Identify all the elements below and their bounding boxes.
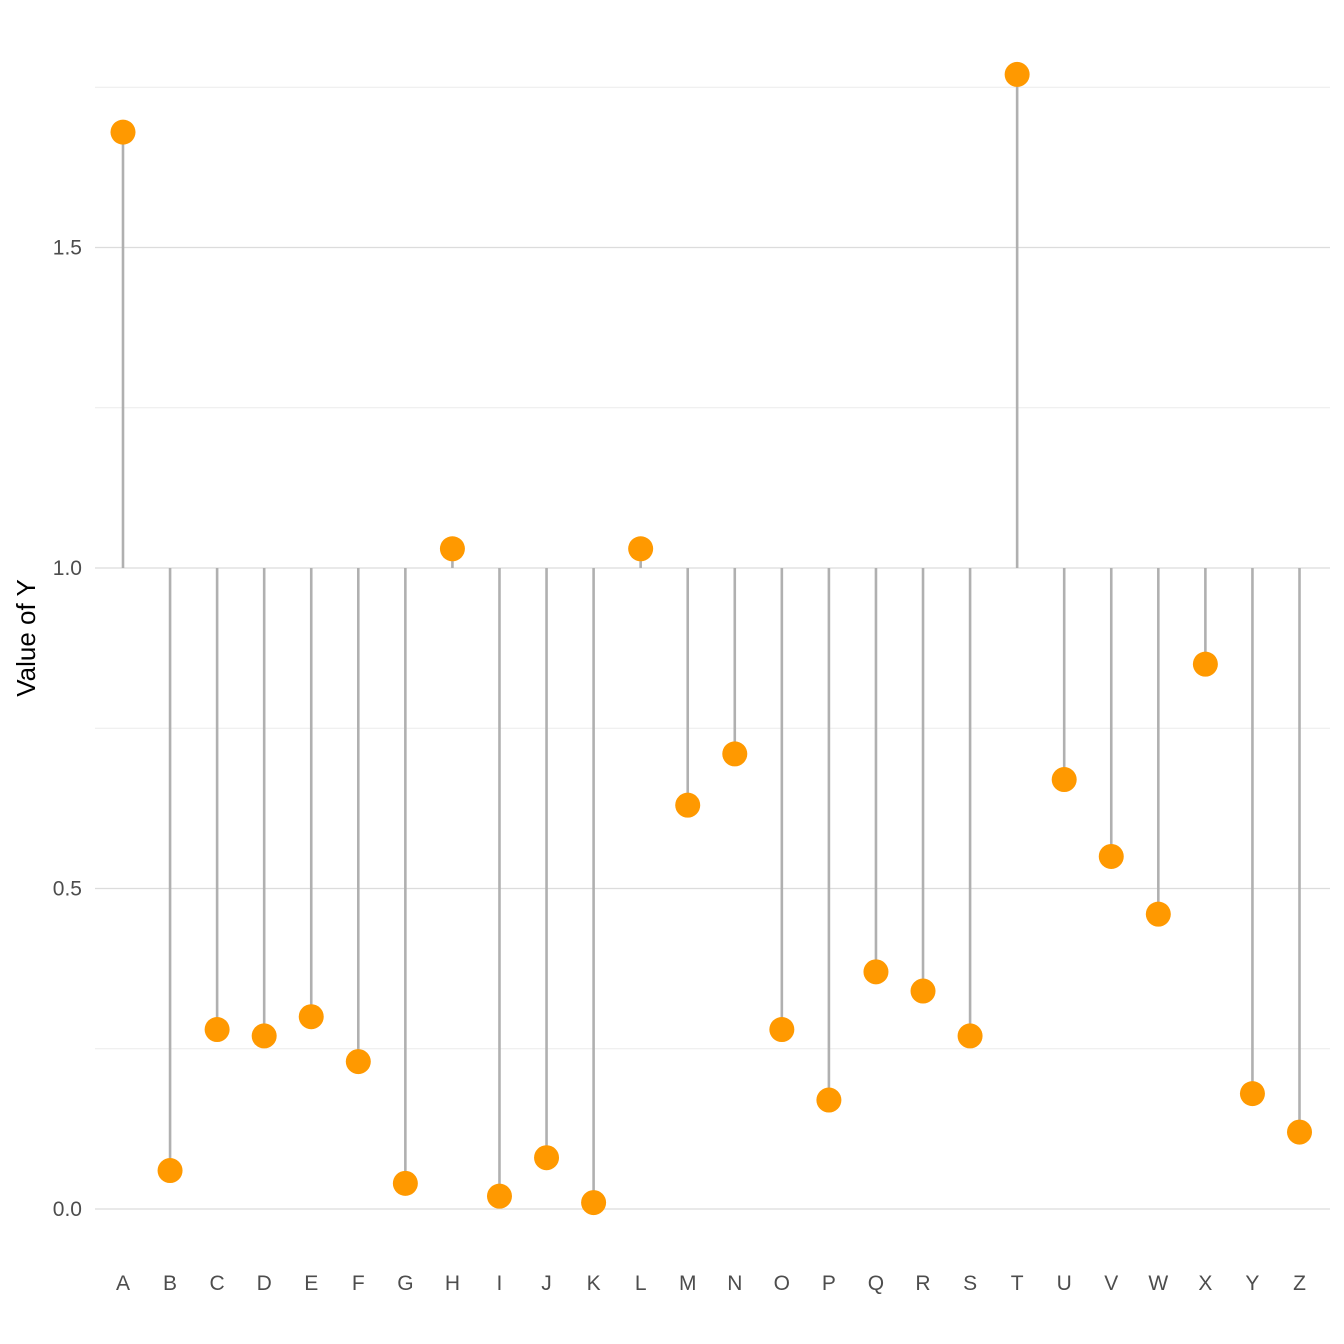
- x-tick-label-Z: Z: [1293, 1272, 1306, 1295]
- y-tick-label: 0.0: [53, 1198, 82, 1221]
- point-B: [157, 1158, 183, 1184]
- major-gridlines: [95, 246, 1330, 1210]
- point-U: [1051, 767, 1077, 793]
- point-S: [957, 1023, 983, 1049]
- x-tick-label-V: V: [1104, 1272, 1118, 1295]
- point-C: [204, 1017, 230, 1043]
- point-L: [628, 536, 654, 562]
- point-Z: [1287, 1119, 1312, 1145]
- y-tick-label: 1.5: [53, 237, 82, 260]
- x-tick-label-M: M: [679, 1272, 697, 1295]
- y-tick-label: 1.0: [53, 557, 82, 580]
- y-axis-title: Value of Y: [11, 579, 41, 697]
- x-tick-label-G: G: [397, 1272, 413, 1295]
- point-J: [534, 1145, 560, 1171]
- point-M: [675, 792, 701, 818]
- point-O: [769, 1017, 795, 1043]
- x-tick-label-U: U: [1057, 1272, 1072, 1295]
- x-tick-label-H: H: [445, 1272, 460, 1295]
- x-tick-label-J: J: [541, 1272, 552, 1295]
- x-tick-label-N: N: [727, 1272, 742, 1295]
- point-V: [1098, 843, 1124, 869]
- x-tick-label-L: L: [635, 1272, 647, 1295]
- point-R: [910, 978, 936, 1004]
- x-tick-label-C: C: [210, 1272, 225, 1295]
- lollipop-points: [110, 61, 1312, 1216]
- point-A: [110, 119, 136, 145]
- x-axis-tick-labels: A B C D E F G H I J K L M N O P Q R S T U V W X Y Z: [116, 1272, 1306, 1295]
- x-tick-label-S: S: [963, 1272, 977, 1295]
- point-H: [439, 536, 465, 562]
- point-I: [486, 1183, 512, 1209]
- x-tick-label-K: K: [587, 1272, 601, 1295]
- point-Y: [1239, 1081, 1265, 1107]
- y-tick-label: 0.5: [53, 878, 82, 901]
- point-K: [581, 1190, 607, 1216]
- point-Q: [863, 959, 889, 985]
- x-tick-label-B: B: [163, 1272, 177, 1295]
- y-axis-tick-labels: 0.0 0.5 1.0 1.5: [53, 237, 82, 1222]
- x-tick-label-T: T: [1011, 1272, 1024, 1295]
- x-tick-label-F: F: [352, 1272, 365, 1295]
- x-tick-label-I: I: [497, 1272, 503, 1295]
- x-tick-label-P: P: [822, 1272, 836, 1295]
- x-tick-label-Q: Q: [868, 1272, 884, 1295]
- x-tick-label-E: E: [304, 1272, 318, 1295]
- x-tick-label-A: A: [116, 1272, 130, 1295]
- point-W: [1145, 901, 1171, 927]
- minor-gridlines: [95, 86, 1330, 1050]
- x-tick-label-D: D: [257, 1272, 272, 1295]
- x-tick-label-O: O: [774, 1272, 790, 1295]
- x-tick-label-W: W: [1148, 1272, 1168, 1295]
- lollipop-stems: [121, 74, 1301, 1203]
- point-D: [251, 1023, 277, 1049]
- point-G: [392, 1170, 418, 1196]
- point-P: [816, 1087, 842, 1113]
- point-T: [1004, 61, 1030, 87]
- x-tick-label-X: X: [1198, 1272, 1212, 1295]
- point-E: [298, 1004, 324, 1030]
- x-tick-label-R: R: [915, 1272, 930, 1295]
- point-N: [722, 741, 748, 767]
- point-X: [1192, 651, 1218, 677]
- x-tick-label-Y: Y: [1245, 1272, 1259, 1295]
- point-F: [345, 1049, 371, 1075]
